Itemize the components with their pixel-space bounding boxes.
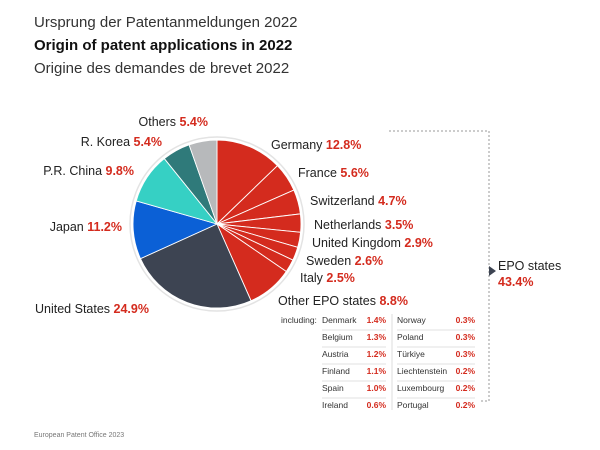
pie-slice-united-states <box>139 223 252 309</box>
epo-states-label: EPO states <box>498 259 561 273</box>
slice-label-united-kingdom: United Kingdom 2.9% <box>312 236 433 250</box>
pie-outline-ring <box>129 136 305 312</box>
breakdown-value-denmark: 1.4% <box>367 315 387 325</box>
slice-label-name: Italy <box>300 271 326 285</box>
slice-label-germany: Germany 12.8% <box>271 138 361 152</box>
slice-label-name: United States <box>35 302 114 316</box>
slice-label-value: 24.9% <box>114 302 149 316</box>
slice-label-name: Germany <box>271 138 326 152</box>
slice-label-value: 3.5% <box>385 218 414 232</box>
breakdown-value-portugal: 0.2% <box>456 400 476 410</box>
chart-title-german: Ursprung der Patentanmeldungen 2022 <box>34 14 298 31</box>
breakdown-label-poland: Poland <box>397 332 424 342</box>
slice-label-value: 2.6% <box>355 254 384 268</box>
breakdown-value-luxembourg: 0.2% <box>456 383 476 393</box>
breakdown-label-luxembourg: Luxembourg <box>397 383 445 393</box>
slice-label-others: Others 5.4% <box>139 115 209 129</box>
slice-label-name: Netherlands <box>314 218 385 232</box>
breakdown-label-spain: Spain <box>322 383 344 393</box>
slice-label-value: 12.8% <box>326 138 361 152</box>
slice-label-name: Sweden <box>306 254 355 268</box>
breakdown-value-belgium: 1.3% <box>367 332 387 342</box>
slice-label-value: 4.7% <box>378 194 407 208</box>
slice-label-italy: Italy 2.5% <box>300 271 355 285</box>
breakdown-label-austria: Austria <box>322 349 349 359</box>
breakdown-label-t-rkiye: Türkiye <box>397 349 425 359</box>
epo-bracket-line <box>389 130 490 402</box>
slice-label-value: 8.8% <box>379 294 408 308</box>
breakdown-value-spain: 1.0% <box>367 383 387 393</box>
breakdown-value-finland: 1.1% <box>367 366 387 376</box>
slice-label-value: 9.8% <box>106 164 135 178</box>
breakdown-value-norway: 0.3% <box>456 315 476 325</box>
breakdown-label-liechtenstein: Liechtenstein <box>397 366 447 376</box>
slice-label-value: 5.6% <box>340 166 369 180</box>
breakdown-label-belgium: Belgium <box>322 332 353 342</box>
slice-label-value: 5.4% <box>180 115 209 129</box>
slice-label-name: Other EPO states <box>278 294 379 308</box>
slice-label-name: Switzerland <box>310 194 378 208</box>
breakdown-label-norway: Norway <box>397 315 427 325</box>
slice-label-name: France <box>298 166 340 180</box>
breakdown-label-finland: Finland <box>322 366 350 376</box>
footer-source: European Patent Office 2023 <box>34 432 125 439</box>
slice-label-value: 11.2% <box>87 220 122 234</box>
chart-title-french: Origine des demandes de brevet 2022 <box>34 60 290 77</box>
breakdown-value-austria: 1.2% <box>367 349 387 359</box>
pie-chart: Germany 12.8% France 5.6% Switzerland 4.7%… <box>35 115 561 410</box>
slice-label-sweden: Sweden 2.6% <box>306 254 383 268</box>
slice-label-switzerland: Switzerland 4.7% <box>310 194 407 208</box>
slice-label-p-r-china: P.R. China 9.8% <box>43 164 134 178</box>
breakdown-value-poland: 0.3% <box>456 332 476 342</box>
epo-states-value: 43.4% <box>498 275 533 289</box>
breakdown-label-ireland: Ireland <box>322 400 348 410</box>
slice-label-netherlands: Netherlands 3.5% <box>314 218 413 232</box>
chart-title-english: Origin of patent applications in 2022 <box>34 37 293 54</box>
pie-slice-germany <box>216 139 279 226</box>
slice-label-name: Japan <box>50 220 88 234</box>
slice-label-other-epo-states: Other EPO states 8.8% <box>278 294 408 308</box>
slice-label-united-states: United States 24.9% <box>35 302 149 316</box>
slice-label-japan: Japan 11.2% <box>50 220 122 234</box>
slice-label-name: P.R. China <box>43 164 105 178</box>
breakdown-value-t-rkiye: 0.3% <box>456 349 476 359</box>
slice-label-name: United Kingdom <box>312 236 404 250</box>
slice-label-name: Others <box>139 115 180 129</box>
slice-label-value: 2.5% <box>326 271 355 285</box>
slice-label-r-korea: R. Korea 5.4% <box>81 135 162 149</box>
breakdown-label-denmark: Denmark <box>322 315 357 325</box>
epo-bracket-arrow <box>489 266 496 276</box>
breakdown-label-portugal: Portugal <box>397 400 429 410</box>
breakdown-intro: including: <box>281 315 317 325</box>
breakdown-value-liechtenstein: 0.2% <box>456 366 476 376</box>
slice-label-value: 5.4% <box>134 135 163 149</box>
slice-label-value: 2.9% <box>404 236 433 250</box>
breakdown-value-ireland: 0.6% <box>367 400 387 410</box>
pie-slice-others <box>188 139 218 225</box>
slice-label-name: R. Korea <box>81 135 134 149</box>
slice-label-france: France 5.6% <box>298 166 369 180</box>
